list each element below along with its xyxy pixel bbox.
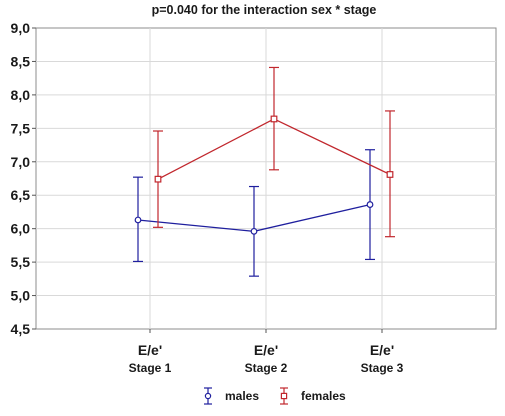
- data-point-females: [154, 175, 162, 183]
- legend: males females: [204, 387, 346, 405]
- y-tick-label: 5,5: [11, 254, 31, 270]
- y-axis: 9,0 8,5 8,0 7,5 7,0 6,5 6,0 5,5 5,0 4,5: [11, 20, 36, 337]
- x-tick-sublabel: Stage 2: [245, 361, 288, 375]
- y-tick-label: 7,5: [11, 120, 31, 136]
- x-axis: E/e' Stage 1 E/e' Stage 2 E/e' Stage 3: [129, 329, 404, 375]
- y-tick-label: 5,0: [11, 288, 31, 304]
- data-point-females: [386, 171, 394, 178]
- legend-marker-females: [280, 392, 288, 400]
- y-tick-label: 8,5: [11, 53, 31, 69]
- x-tick-sublabel: Stage 1: [129, 361, 172, 375]
- y-tick-label: 9,0: [11, 20, 31, 36]
- y-tick-label: 6,5: [11, 187, 31, 203]
- data-point-males: [366, 201, 374, 208]
- legend-label-females: females: [301, 389, 346, 403]
- legend-label-males: males: [225, 389, 259, 403]
- data-point-females: [270, 115, 278, 123]
- y-tick-label: 8,0: [11, 87, 31, 103]
- y-tick-label: 6,0: [11, 221, 31, 237]
- data-point-males: [134, 216, 142, 224]
- series-layer: [133, 66, 395, 277]
- x-tick-sublabel: Stage 3: [361, 361, 404, 375]
- y-tick-label: 4,5: [11, 321, 31, 337]
- chart-title: p=0.040 for the interaction sex * stage: [152, 3, 377, 17]
- data-point-males: [250, 227, 258, 235]
- y-tick-label: 7,0: [11, 154, 31, 170]
- grid-lines: [36, 28, 496, 329]
- legend-marker-males: [204, 392, 212, 400]
- x-tick-label: E/e': [370, 342, 394, 358]
- x-tick-label: E/e': [254, 342, 278, 358]
- x-tick-label: E/e': [138, 342, 162, 358]
